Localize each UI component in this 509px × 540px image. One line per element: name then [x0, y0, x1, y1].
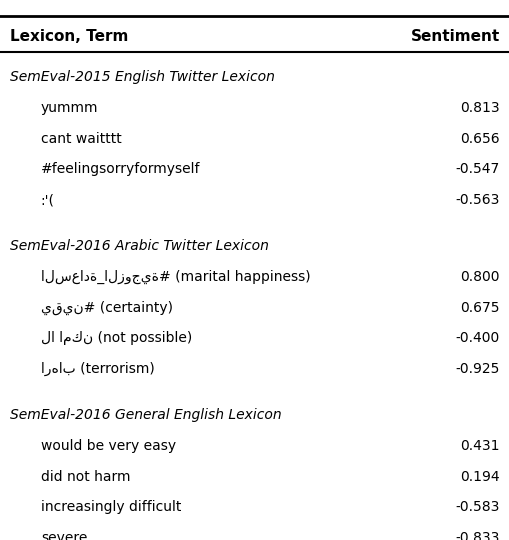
Text: would be very easy: would be very easy — [41, 439, 176, 453]
Text: severe: severe — [41, 531, 87, 540]
Text: 0.656: 0.656 — [459, 132, 499, 146]
Text: 0.194: 0.194 — [459, 469, 499, 483]
Text: لا امكن (not possible): لا امكن (not possible) — [41, 332, 192, 346]
Text: -0.547: -0.547 — [455, 163, 499, 177]
Text: Lexicon, Term: Lexicon, Term — [10, 29, 128, 44]
Text: cant waitttt: cant waitttt — [41, 132, 121, 146]
Text: SemEval-2016 General English Lexicon: SemEval-2016 General English Lexicon — [10, 408, 281, 422]
Text: -0.583: -0.583 — [455, 500, 499, 514]
Text: -0.563: -0.563 — [455, 193, 499, 207]
Text: -0.925: -0.925 — [455, 362, 499, 376]
Text: -0.400: -0.400 — [455, 332, 499, 346]
Text: 0.800: 0.800 — [460, 270, 499, 284]
Text: 0.431: 0.431 — [460, 439, 499, 453]
Text: السعادة_الزوجية# (marital happiness): السعادة_الزوجية# (marital happiness) — [41, 270, 310, 284]
Text: SemEval-2016 Arabic Twitter Lexicon: SemEval-2016 Arabic Twitter Lexicon — [10, 239, 269, 253]
Text: SemEval-2015 English Twitter Lexicon: SemEval-2015 English Twitter Lexicon — [10, 70, 274, 84]
Text: #feelingsorryformyself: #feelingsorryformyself — [41, 163, 200, 177]
Text: ارهاب (terrorism): ارهاب (terrorism) — [41, 362, 154, 376]
Text: did not harm: did not harm — [41, 469, 130, 483]
Text: Sentiment: Sentiment — [410, 29, 499, 44]
Text: -0.833: -0.833 — [455, 531, 499, 540]
Text: :'(: :'( — [41, 193, 54, 207]
Text: increasingly difficult: increasingly difficult — [41, 500, 181, 514]
Text: 0.675: 0.675 — [460, 301, 499, 315]
Text: 0.813: 0.813 — [459, 101, 499, 115]
Text: yummm: yummm — [41, 101, 98, 115]
Text: يقين# (certainty): يقين# (certainty) — [41, 301, 173, 315]
